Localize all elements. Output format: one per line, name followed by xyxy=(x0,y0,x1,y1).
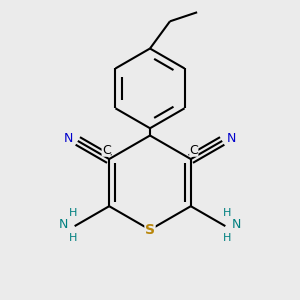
Text: H: H xyxy=(223,208,231,218)
Text: N: N xyxy=(59,218,68,231)
Text: N: N xyxy=(226,131,236,145)
Text: N: N xyxy=(232,218,241,231)
Text: N: N xyxy=(64,131,74,145)
Text: C: C xyxy=(189,143,198,157)
Text: H: H xyxy=(223,232,231,243)
Text: C: C xyxy=(102,143,111,157)
Text: H: H xyxy=(69,232,77,243)
Text: H: H xyxy=(69,208,77,218)
Text: S: S xyxy=(145,223,155,237)
